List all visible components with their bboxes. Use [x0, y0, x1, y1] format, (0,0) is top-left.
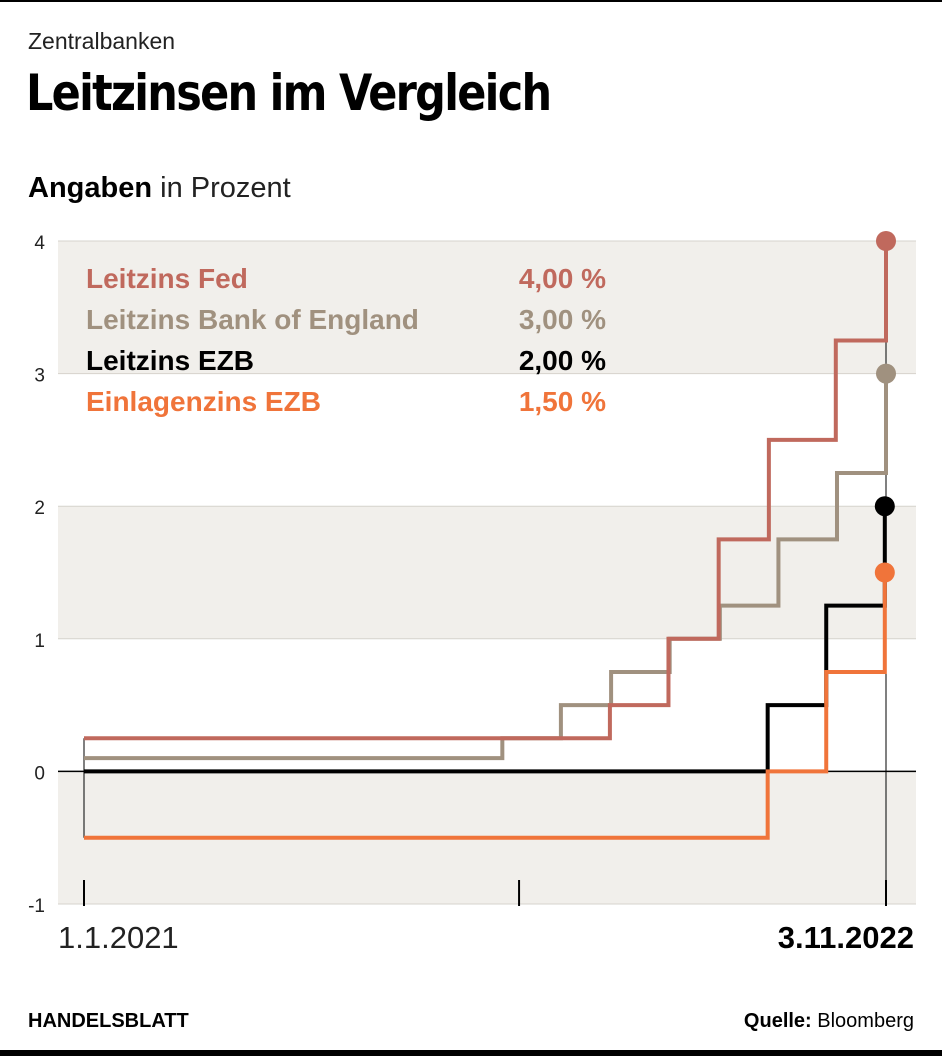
chart-subtitle: Angaben in Prozent — [28, 172, 291, 205]
rate-chart: -1 0 1 2 3 4 Leitzins Fed 4,00 % Leitzins Bank o… — [28, 231, 916, 955]
source-label: Quelle: Bloomberg — [744, 1010, 914, 1033]
subtitle-bold: Angaben — [28, 172, 153, 204]
chart-kicker: Zentralbanken — [28, 28, 176, 54]
legend-value: 4,00 % — [519, 263, 606, 294]
grid-band — [58, 506, 916, 639]
chart-title: Leitzinsen im Vergleich — [26, 64, 552, 122]
series-end-point — [874, 496, 895, 517]
bottom-rule — [0, 1050, 942, 1056]
series-line — [84, 572, 887, 840]
x-end-label: 3.11.2022 — [778, 920, 914, 955]
source-value: Bloomberg — [811, 1010, 914, 1032]
legend-value: 1,50 % — [519, 386, 606, 417]
x-start-label: 1.1.2021 — [58, 920, 179, 955]
legend-value: 3,00 % — [519, 304, 606, 335]
source-key: Quelle: — [743, 1010, 812, 1032]
series-line — [84, 241, 888, 741]
y-tick-label: 2 — [34, 498, 45, 519]
legend-label: Leitzins EZB — [86, 345, 254, 376]
grid-band — [58, 241, 916, 374]
y-tick-label: 0 — [34, 763, 45, 784]
legend-label: Leitzins Fed — [86, 263, 248, 294]
series-end-point — [874, 562, 895, 583]
legend-label: Leitzins Bank of England — [86, 304, 419, 335]
legend-label: Einlagenzins EZB — [86, 386, 321, 417]
y-tick-label: -1 — [28, 896, 45, 917]
y-tick-label: 4 — [34, 233, 45, 254]
brand-label: HANDELSBLATT — [28, 1010, 189, 1032]
y-tick-label: 1 — [34, 631, 45, 652]
legend-value: 2,00 % — [519, 345, 606, 376]
series-end-point — [876, 231, 896, 251]
series-end-point — [876, 363, 896, 384]
top-rule — [0, 0, 942, 2]
y-tick-label: 3 — [34, 366, 45, 387]
subtitle-rest: in Prozent — [152, 172, 291, 204]
